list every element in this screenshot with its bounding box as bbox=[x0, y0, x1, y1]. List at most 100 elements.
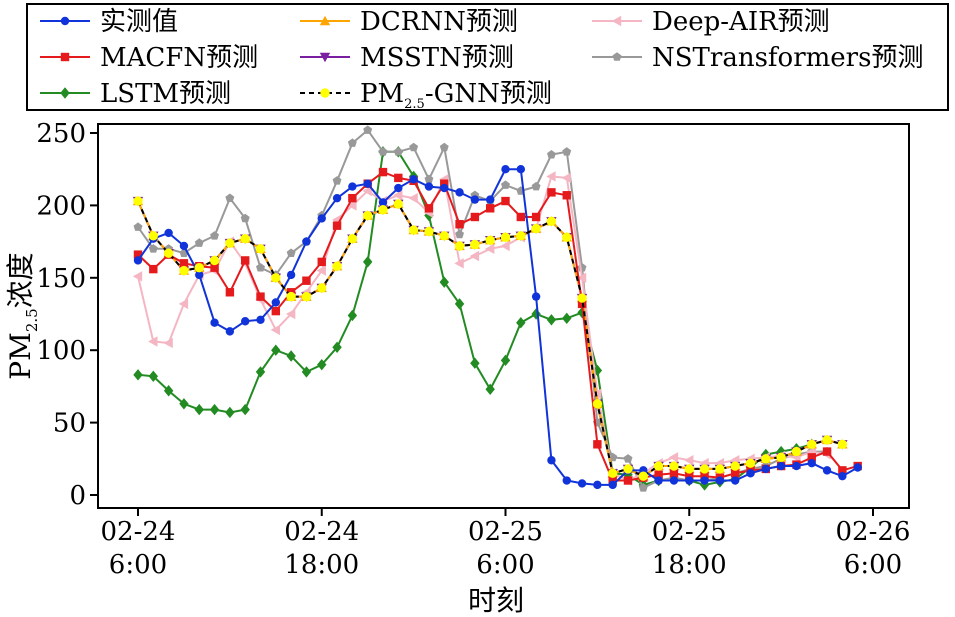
data-point bbox=[424, 182, 434, 191]
data-point bbox=[838, 471, 847, 481]
data-point bbox=[195, 270, 204, 280]
data-point bbox=[807, 453, 816, 462]
data-point bbox=[317, 214, 326, 223]
data-point bbox=[592, 399, 603, 409]
data-point bbox=[470, 212, 480, 222]
legend-item: PM2.5-GNN预测 bbox=[300, 79, 552, 112]
data-point bbox=[240, 256, 250, 265]
data-point bbox=[225, 288, 235, 297]
legend-marker bbox=[612, 52, 622, 61]
data-point bbox=[332, 341, 342, 354]
data-point bbox=[194, 238, 204, 247]
data-point bbox=[455, 229, 464, 239]
data-point bbox=[685, 471, 694, 481]
data-point bbox=[148, 336, 158, 347]
legend-marker bbox=[60, 87, 70, 99]
y-axis-label-main: PM bbox=[4, 332, 37, 380]
data-point bbox=[577, 479, 587, 488]
x-tick-label-date: 02-24 bbox=[101, 517, 176, 547]
data-point bbox=[362, 185, 372, 197]
data-point bbox=[179, 259, 189, 268]
data-point bbox=[700, 471, 709, 481]
legend-label: PM2.5-GNN预测 bbox=[360, 79, 552, 112]
data-point bbox=[516, 231, 526, 241]
data-point bbox=[378, 167, 388, 177]
data-point bbox=[822, 447, 832, 456]
data-point bbox=[256, 263, 265, 272]
data-point bbox=[332, 221, 342, 230]
data-point bbox=[347, 138, 357, 147]
data-point bbox=[148, 370, 159, 382]
data-point bbox=[256, 315, 265, 324]
legend-marker bbox=[319, 52, 331, 63]
data-point bbox=[255, 366, 266, 378]
legend-item: Deep-AIR预测 bbox=[592, 7, 830, 37]
data-point bbox=[454, 258, 464, 269]
data-point bbox=[302, 237, 311, 246]
data-point bbox=[730, 469, 740, 478]
data-point bbox=[225, 406, 235, 419]
data-point bbox=[485, 204, 495, 213]
y-axis-label-sub: 2.5 bbox=[23, 308, 41, 332]
data-point bbox=[408, 192, 418, 204]
data-point bbox=[148, 231, 159, 241]
data-point bbox=[669, 469, 679, 478]
data-point bbox=[484, 243, 495, 255]
data-point bbox=[424, 174, 434, 184]
data-point bbox=[424, 204, 434, 213]
data-point bbox=[561, 172, 571, 184]
data-point bbox=[455, 220, 464, 229]
data-point bbox=[210, 231, 219, 240]
data-point bbox=[347, 200, 357, 211]
data-point bbox=[179, 265, 189, 276]
data-point bbox=[838, 466, 847, 475]
x-tick-label-date: 02-25 bbox=[468, 517, 543, 547]
data-point bbox=[378, 198, 388, 207]
legend: 实测值 MACFN预测 LSTM预测 DCRNN预测 MSSTN预测 PM2.5-GNN预… bbox=[26, 3, 949, 112]
data-point bbox=[179, 398, 189, 410]
data-point bbox=[317, 257, 326, 267]
legend-item: MACFN预测 bbox=[40, 43, 258, 73]
data-point bbox=[669, 476, 679, 485]
data-point bbox=[240, 317, 250, 326]
data-point bbox=[163, 385, 174, 397]
data-point bbox=[286, 248, 296, 257]
data-point bbox=[225, 193, 235, 202]
data-point bbox=[516, 212, 526, 222]
data-point bbox=[638, 483, 648, 492]
data-point bbox=[531, 212, 541, 222]
data-point bbox=[546, 171, 556, 182]
data-point bbox=[178, 298, 189, 310]
data-point bbox=[669, 461, 679, 471]
data-point bbox=[240, 234, 250, 244]
data-point bbox=[776, 452, 786, 463]
y-tick-label: 200 bbox=[36, 191, 86, 221]
data-point bbox=[531, 223, 541, 234]
legend-label: DCRNN预测 bbox=[360, 7, 518, 37]
data-point bbox=[424, 226, 434, 237]
data-point bbox=[363, 179, 372, 188]
data-point bbox=[225, 238, 235, 248]
data-point bbox=[699, 464, 710, 474]
data-point bbox=[286, 270, 296, 280]
data-point bbox=[332, 176, 342, 185]
data-point bbox=[455, 188, 464, 197]
data-point bbox=[684, 455, 694, 466]
data-point bbox=[348, 182, 357, 191]
data-point bbox=[593, 480, 602, 490]
data-point bbox=[761, 464, 771, 474]
legend-marker bbox=[320, 88, 330, 98]
data-point bbox=[133, 256, 143, 265]
data-point bbox=[547, 456, 556, 465]
data-point bbox=[240, 403, 250, 416]
data-point bbox=[792, 461, 801, 471]
data-point bbox=[470, 357, 480, 369]
data-point bbox=[684, 464, 694, 474]
data-point bbox=[132, 271, 143, 282]
legend-label: NSTransformers预测 bbox=[652, 43, 923, 73]
data-point bbox=[409, 142, 419, 152]
data-point bbox=[822, 466, 832, 475]
data-point bbox=[562, 232, 572, 242]
data-point bbox=[256, 292, 265, 301]
